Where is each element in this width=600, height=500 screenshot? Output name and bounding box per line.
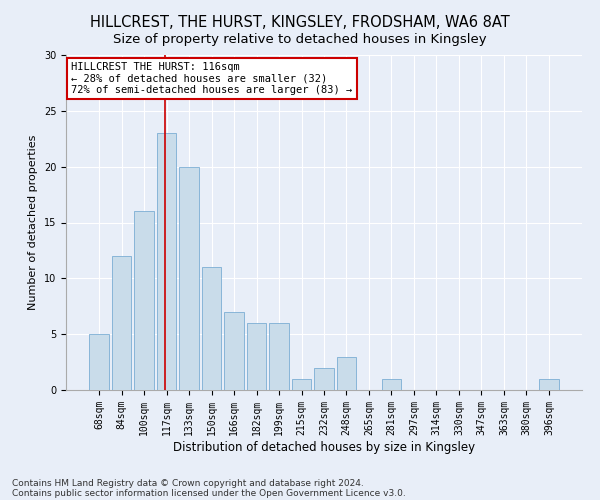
Bar xyxy=(112,256,131,390)
Text: HILLCREST, THE HURST, KINGSLEY, FRODSHAM, WA6 8AT: HILLCREST, THE HURST, KINGSLEY, FRODSHAM… xyxy=(90,15,510,30)
Bar xyxy=(382,379,401,390)
Bar xyxy=(202,267,221,390)
Bar xyxy=(337,356,356,390)
Bar xyxy=(539,379,559,390)
Bar xyxy=(314,368,334,390)
Bar xyxy=(134,212,154,390)
Text: Contains public sector information licensed under the Open Government Licence v3: Contains public sector information licen… xyxy=(12,488,406,498)
X-axis label: Distribution of detached houses by size in Kingsley: Distribution of detached houses by size … xyxy=(173,440,475,454)
Bar xyxy=(292,379,311,390)
Bar xyxy=(157,133,176,390)
Bar xyxy=(179,166,199,390)
Text: Contains HM Land Registry data © Crown copyright and database right 2024.: Contains HM Land Registry data © Crown c… xyxy=(12,478,364,488)
Text: HILLCREST THE HURST: 116sqm
← 28% of detached houses are smaller (32)
72% of sem: HILLCREST THE HURST: 116sqm ← 28% of det… xyxy=(71,62,352,95)
Text: Size of property relative to detached houses in Kingsley: Size of property relative to detached ho… xyxy=(113,32,487,46)
Bar xyxy=(89,334,109,390)
Bar xyxy=(269,323,289,390)
Y-axis label: Number of detached properties: Number of detached properties xyxy=(28,135,38,310)
Bar xyxy=(224,312,244,390)
Bar xyxy=(247,323,266,390)
